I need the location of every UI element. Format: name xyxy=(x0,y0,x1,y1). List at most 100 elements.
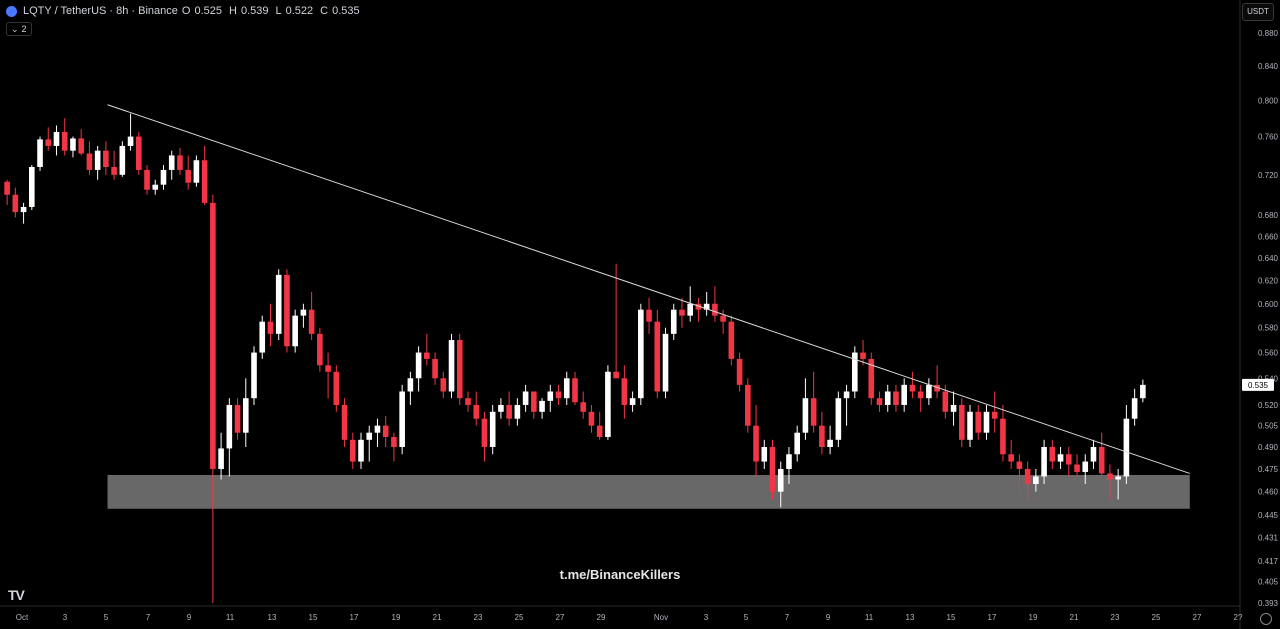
x-tick-label: 15 xyxy=(947,613,956,622)
candle-body xyxy=(909,384,916,392)
candle-body xyxy=(646,309,652,322)
candle-body xyxy=(621,378,628,405)
candle-body xyxy=(852,352,858,392)
candle-body xyxy=(424,352,430,359)
candle-body xyxy=(572,378,578,403)
candle-body xyxy=(753,425,759,462)
tradingview-logo[interactable]: TV xyxy=(8,587,25,603)
candle-body xyxy=(300,309,307,316)
y-tick-label: 0.505 xyxy=(1258,422,1279,431)
candle-body xyxy=(1000,418,1006,455)
candle-body xyxy=(37,139,43,167)
candle-body xyxy=(407,378,414,392)
candle-body xyxy=(901,384,907,405)
candle-body xyxy=(547,391,554,401)
candle-body xyxy=(382,425,389,437)
x-tick-label: 27 xyxy=(556,613,565,622)
watermark-text: t.me/BinanceKillers xyxy=(559,567,681,582)
y-tick-label: 0.720 xyxy=(1258,171,1279,180)
x-tick-label: 21 xyxy=(1070,613,1079,622)
candle-body xyxy=(119,145,126,175)
candle-body xyxy=(596,425,603,437)
candle-body xyxy=(251,352,257,399)
candle-body xyxy=(794,432,800,455)
candle-body xyxy=(4,181,10,195)
candle-body xyxy=(1024,468,1031,485)
candle-body xyxy=(605,371,611,437)
candle-body xyxy=(308,309,315,334)
candle-body xyxy=(670,309,677,334)
candle-body xyxy=(242,398,249,433)
candle-body xyxy=(712,303,718,316)
y-tick-label: 0.760 xyxy=(1258,133,1279,142)
candle-body xyxy=(45,139,52,146)
candle-body xyxy=(555,391,562,399)
candle-body xyxy=(218,448,224,469)
x-tick-label: 23 xyxy=(1111,613,1120,622)
candle-body xyxy=(1090,446,1097,462)
candle-body xyxy=(679,309,685,316)
x-tick-label: 3 xyxy=(63,613,68,622)
y-tick-label: 0.393 xyxy=(1258,599,1279,608)
candle-body xyxy=(325,365,331,372)
x-tick-label: 3 xyxy=(704,613,709,622)
y-tick-label: 0.600 xyxy=(1258,300,1279,309)
candle-body xyxy=(1074,464,1080,472)
y-tick-label: 0.540 xyxy=(1258,374,1279,383)
candle-body xyxy=(144,169,150,190)
candle-body xyxy=(1115,476,1121,480)
candle-body xyxy=(53,131,60,146)
candle-body xyxy=(1131,398,1138,419)
candle-body xyxy=(539,400,545,412)
x-tick-label: 19 xyxy=(1029,613,1038,622)
currency-button[interactable]: USDT xyxy=(1242,3,1274,21)
candle-body xyxy=(275,274,282,334)
trendline xyxy=(107,104,1190,474)
candle-body xyxy=(498,404,504,412)
candle-body xyxy=(983,411,990,433)
candle-body xyxy=(86,153,93,170)
candle-body xyxy=(827,439,833,447)
close-value: 0.535 xyxy=(332,5,360,17)
candle-body xyxy=(1008,454,1014,462)
candle-body xyxy=(152,184,159,190)
candle-body xyxy=(991,411,998,419)
candle-body xyxy=(868,358,875,399)
candle-body xyxy=(720,315,726,322)
candle-body xyxy=(514,404,521,419)
high-value: 0.539 xyxy=(240,5,269,17)
settings-icon[interactable] xyxy=(1260,613,1272,625)
candle-body xyxy=(399,391,405,447)
last-price-label: 0.535 xyxy=(1248,381,1269,390)
y-tick-label: 0.475 xyxy=(1258,465,1279,474)
indicators-toggle-button[interactable]: ⌄ 2 xyxy=(6,22,32,36)
x-tick-label: 21 xyxy=(433,613,442,622)
candle-body xyxy=(884,391,891,405)
candle-body xyxy=(440,378,447,392)
y-tick-label: 0.660 xyxy=(1258,232,1279,241)
candle-body xyxy=(695,303,702,310)
open-value: 0.525 xyxy=(194,5,222,17)
candle-body xyxy=(934,384,940,392)
indicators-count: 2 xyxy=(21,24,27,34)
candle-body xyxy=(736,358,743,385)
symbol-title[interactable]: LQTY / TetherUS · 8h · Binance xyxy=(23,5,178,17)
candle-body xyxy=(78,138,84,154)
x-tick-label: 23 xyxy=(474,613,483,622)
candle-body xyxy=(358,439,364,462)
low-value: 0.522 xyxy=(285,5,314,17)
candle-body xyxy=(1107,473,1113,480)
candle-body xyxy=(127,136,134,146)
candle-body xyxy=(662,333,669,392)
candle-body xyxy=(1082,461,1089,472)
x-tick-label: 9 xyxy=(826,613,831,622)
y-tick-label: 0.640 xyxy=(1258,254,1279,263)
candle-body xyxy=(950,404,957,412)
open-label: O xyxy=(181,5,191,17)
x-tick-label: 15 xyxy=(309,613,318,622)
candle-body xyxy=(259,321,266,353)
candle-body xyxy=(769,446,776,492)
candle-body xyxy=(563,378,570,399)
